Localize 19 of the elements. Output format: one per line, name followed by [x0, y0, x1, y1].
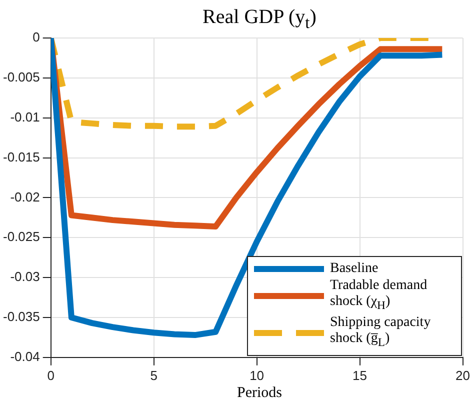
y-tick-label: -0.025	[2, 229, 40, 244]
y-tick-label: -0.01	[10, 109, 40, 124]
chart-title: Real GDP (y$_{t}$)	[202, 6, 318, 33]
y-tick-label: -0.015	[2, 149, 40, 164]
y-tick-label: -0.005	[2, 70, 40, 85]
y-tick-label: -0.035	[2, 309, 40, 324]
y-tick-label: 0	[32, 30, 40, 45]
x-tick-label: 15	[352, 368, 368, 383]
legend-label: Shipping capacity shock (g̅$_{L}$)	[330, 315, 432, 351]
x-tick-label: 0	[47, 368, 54, 383]
x-tick-label: 10	[250, 368, 264, 383]
x-tick-label: 5	[150, 368, 158, 383]
y-tick-label: -0.04	[10, 348, 40, 364]
legend-label: Tradable demand shock (χ$_{H}$)	[330, 278, 428, 314]
y-tick-label: -0.02	[10, 189, 40, 204]
legend-label: Baseline	[330, 261, 380, 278]
y-tick-label: -0.03	[10, 269, 40, 284]
x-axis-title: Periods	[236, 385, 283, 402]
x-tick-label: 20	[456, 368, 470, 383]
